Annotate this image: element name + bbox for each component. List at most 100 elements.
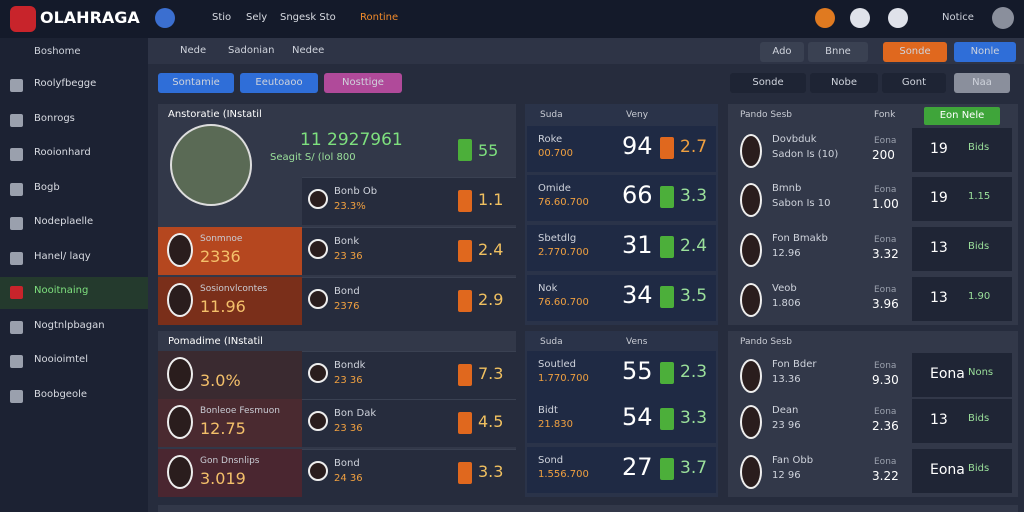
menu-item[interactable]: Nooioimtel <box>34 354 88 365</box>
odd[interactable]: 2.3 <box>680 362 708 382</box>
menu-icon <box>10 217 23 230</box>
action-label[interactable]: Nonle <box>970 46 1000 57</box>
odd-box[interactable] <box>458 290 472 312</box>
odd[interactable]: 1.90 <box>968 291 991 302</box>
menu-item[interactable]: Bogb <box>34 181 60 193</box>
odd-box[interactable] <box>660 286 674 308</box>
filter-tag[interactable]: Sontamie <box>158 73 234 93</box>
odd[interactable]: 3.3 <box>478 462 504 481</box>
top-icon[interactable] <box>850 8 870 28</box>
odd[interactable]: 4.5 <box>478 412 504 431</box>
odd[interactable]: 3.5 <box>680 286 708 306</box>
match-label: Sbetdlg <box>538 233 577 244</box>
odd[interactable]: 3.3 <box>680 186 708 206</box>
score-area <box>912 449 1012 493</box>
action-button[interactable]: Ado <box>760 42 804 62</box>
filter-select[interactable]: Sonde <box>730 73 806 93</box>
odd-box[interactable] <box>660 236 674 258</box>
menu-item[interactable]: Nogtnlpbagan <box>34 319 105 331</box>
odd[interactable]: Nons <box>968 367 994 378</box>
odd[interactable]: 1.15 <box>968 191 991 202</box>
col-value: 200 <box>872 148 895 162</box>
col-value: 9.30 <box>872 373 899 387</box>
user-name[interactable]: Notice <box>942 12 974 23</box>
action-label[interactable]: Sonde <box>899 46 931 57</box>
odd-box[interactable] <box>660 186 674 208</box>
match-sub: 21.830 <box>538 419 573 430</box>
menu-item[interactable]: Roolyfbegge <box>34 78 97 89</box>
select-label[interactable]: Naa <box>972 77 992 88</box>
top-icon[interactable] <box>815 8 835 28</box>
action-label[interactable]: Bnne <box>825 46 851 57</box>
action-button[interactable]: Nonle <box>954 42 1016 62</box>
avatar[interactable] <box>992 7 1014 29</box>
button-label[interactable]: Eon Nele <box>939 110 985 121</box>
filter-tag[interactable]: Nosttige <box>324 73 402 93</box>
odd[interactable]: 1.1 <box>478 190 504 209</box>
action-label[interactable]: Ado <box>772 46 792 57</box>
odd[interactable]: 55 <box>478 141 499 160</box>
menu-item[interactable]: Rooionhard <box>34 147 91 158</box>
score-area <box>912 399 1012 443</box>
col-header: Pando Sesb <box>740 110 792 120</box>
button[interactable]: Eon Nele <box>924 107 1000 125</box>
menu-item[interactable]: Bonrogs <box>34 112 75 124</box>
odd[interactable]: Bids <box>968 463 990 474</box>
odd[interactable]: 2.4 <box>478 240 504 259</box>
menu-item[interactable]: Nooitnaing <box>34 285 89 296</box>
action-button[interactable]: Sonde <box>883 42 947 62</box>
nav-link[interactable]: Rontine <box>360 12 399 23</box>
odd[interactable]: 2.9 <box>478 290 504 309</box>
odd-box[interactable] <box>660 458 674 480</box>
breadcrumb[interactable]: Sadonian <box>228 45 275 56</box>
breadcrumb[interactable]: Nede <box>180 45 207 56</box>
odd[interactable]: Bids <box>968 241 990 252</box>
action-button[interactable]: Bnne <box>808 42 868 62</box>
home-icon[interactable] <box>155 8 175 28</box>
breadcrumb[interactable]: Nedee <box>292 45 325 56</box>
odd-box[interactable] <box>458 190 472 212</box>
match-score: 31 <box>622 231 653 259</box>
filter-select[interactable]: Naa <box>954 73 1010 93</box>
select-label[interactable]: Gont <box>901 77 927 88</box>
odd[interactable]: Bids <box>968 142 990 153</box>
row-value: 3.019 <box>200 469 246 488</box>
odd-box[interactable] <box>458 364 472 386</box>
match-sub: 00.700 <box>538 148 573 159</box>
odd-box[interactable] <box>458 139 472 161</box>
nav-link[interactable]: Stio <box>212 12 232 23</box>
odd[interactable]: 2.4 <box>680 236 708 256</box>
odd[interactable]: 2.7 <box>680 137 708 157</box>
odd[interactable]: 7.3 <box>478 364 504 383</box>
menu-item[interactable]: Boobgeole <box>34 388 87 400</box>
filter-label[interactable]: Sontamie <box>172 77 220 88</box>
odd[interactable]: 3.7 <box>680 458 708 478</box>
odd-box[interactable] <box>660 362 674 384</box>
odd[interactable]: Bids <box>968 413 990 424</box>
odd-box[interactable] <box>660 137 674 159</box>
odd-box[interactable] <box>458 240 472 262</box>
menu-item[interactable]: Nodeplaelle <box>34 216 94 227</box>
odd-box[interactable] <box>660 408 674 430</box>
filter-select[interactable]: Nobe <box>810 73 878 93</box>
odd-box[interactable] <box>458 412 472 434</box>
team-name: Bmnb <box>772 183 802 194</box>
top-icon[interactable] <box>888 8 908 28</box>
filter-select[interactable]: Gont <box>882 73 946 93</box>
filter-tag[interactable]: Eeutoaoo <box>240 73 318 93</box>
filter-label[interactable]: Nosttige <box>342 77 384 88</box>
footer-bar <box>158 505 1018 512</box>
menu-icon <box>10 320 23 334</box>
select-label[interactable]: Nobe <box>830 77 858 88</box>
select-label[interactable]: Sonde <box>752 77 784 88</box>
score: 13 <box>930 412 948 428</box>
row-right <box>302 177 516 225</box>
odd[interactable]: 3.3 <box>680 408 708 428</box>
filter-label[interactable]: Eeutoaoo <box>255 77 303 88</box>
row-name: Bonleoe Fesmuon <box>200 406 280 416</box>
odd-box[interactable] <box>458 462 472 484</box>
col-label: Eona <box>874 457 897 467</box>
nav-link[interactable]: Sngesk Sto <box>280 12 336 23</box>
nav-link[interactable]: Sely <box>246 12 268 23</box>
menu-item[interactable]: Hanel/ laqy <box>34 250 91 262</box>
